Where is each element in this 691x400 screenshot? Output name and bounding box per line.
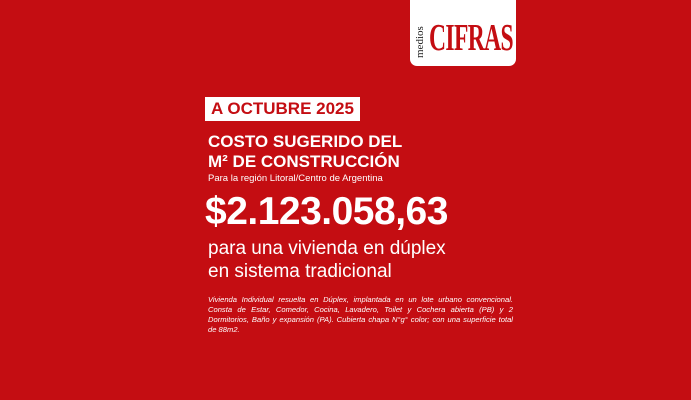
price: $2.123.058,63 [205,190,448,233]
description-line-2: en sistema tradicional [208,261,392,282]
description-line-1: para una vivienda en dúplex [208,238,446,259]
description: para una vivienda en dúplex en sistema t… [208,237,446,283]
medios-cifras-logo: medios CIFRAS [410,0,516,66]
logo-brand-text: CIFRAS [429,17,514,59]
headline-line-1: COSTO SUGERIDO DEL [208,132,403,151]
headline-line-2: M² DE CONSTRUCCIÓN [208,152,400,171]
fine-print: Vivienda Individual resuelta en Dúplex, … [208,295,513,334]
subtitle: Para la región Litoral/Centro de Argenti… [208,173,383,184]
date-badge: A OCTUBRE 2025 [205,97,360,121]
headline: COSTO SUGERIDO DEL M² DE CONSTRUCCIÓN [208,132,402,172]
logo-small-text: medios [414,26,426,58]
